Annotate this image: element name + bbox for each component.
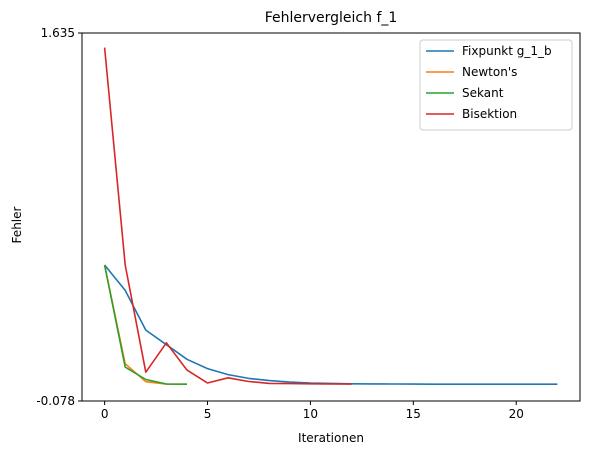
x-tick-label: 0 [101, 407, 109, 421]
x-tick-label: 10 [303, 407, 318, 421]
series-layer [103, 47, 558, 386]
y-tick-label: 1.635 [41, 26, 75, 40]
legend-label-0: Fixpunkt g_1_b [462, 44, 552, 58]
series-line-0 [103, 264, 558, 386]
y-axis-label: Fehler [10, 206, 24, 243]
x-tick-label: 15 [406, 407, 421, 421]
y-tick-label: -0.078 [36, 394, 75, 408]
legend: Fixpunkt g_1_b Newton's Sekant Bisektion [419, 39, 573, 131]
legend-label-1: Newton's [462, 65, 517, 79]
x-axis-label: Iterationen [298, 431, 364, 445]
y-axis-ticks: 1.635 -0.078 [36, 26, 82, 408]
x-axis-ticks: 0 5 10 15 20 [101, 401, 524, 421]
series-line-3 [103, 47, 352, 385]
plot-frame [81, 32, 581, 402]
chart-title: Fehlervergleich f_1 [265, 10, 398, 26]
x-tick-label: 20 [509, 407, 524, 421]
x-tick-label: 5 [204, 407, 212, 421]
legend-box [419, 39, 573, 131]
series-line-2 [103, 264, 188, 385]
legend-label-2: Sekant [462, 86, 504, 100]
legend-label-3: Bisektion [462, 107, 517, 121]
